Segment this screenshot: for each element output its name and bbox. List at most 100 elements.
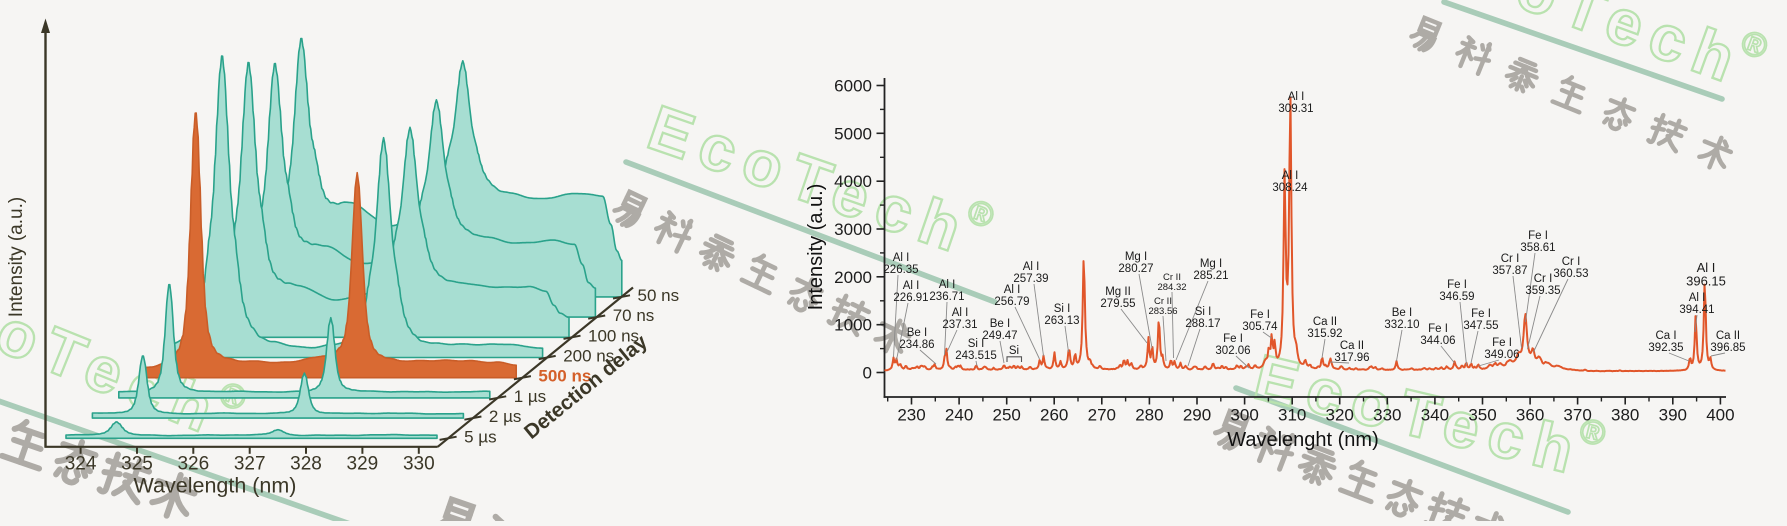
svg-text:344.06: 344.06 xyxy=(1420,335,1455,347)
svg-text:Fe I: Fe I xyxy=(1528,230,1548,242)
svg-text:360: 360 xyxy=(1516,406,1544,425)
svg-text:226.91: 226.91 xyxy=(893,292,928,304)
svg-text:Wavelength (nm): Wavelength (nm) xyxy=(134,474,297,498)
svg-text:340: 340 xyxy=(1421,406,1449,425)
svg-text:Mg II: Mg II xyxy=(1105,286,1131,298)
svg-text:396.85: 396.85 xyxy=(1710,342,1745,354)
svg-text:Fe I: Fe I xyxy=(1428,323,1448,335)
svg-text:250: 250 xyxy=(993,406,1021,425)
svg-text:Si: Si xyxy=(1009,345,1019,357)
svg-text:Cr I: Cr I xyxy=(1562,256,1581,268)
svg-text:309.31: 309.31 xyxy=(1278,103,1313,115)
svg-text:Ca II: Ca II xyxy=(1340,340,1364,352)
svg-text:Fe I: Fe I xyxy=(1492,337,1512,349)
svg-text:1000: 1000 xyxy=(834,316,872,335)
svg-text:328: 328 xyxy=(290,454,322,475)
svg-text:234.86: 234.86 xyxy=(899,339,934,351)
svg-text:392.35: 392.35 xyxy=(1648,342,1683,354)
svg-text:349.06: 349.06 xyxy=(1484,349,1519,361)
svg-text:357.87: 357.87 xyxy=(1492,265,1527,277)
svg-text:260: 260 xyxy=(1040,406,1068,425)
svg-text:Ca I: Ca I xyxy=(1655,330,1676,342)
svg-text:Fe I: Fe I xyxy=(1223,333,1243,345)
svg-text:5 µs: 5 µs xyxy=(464,427,496,446)
svg-text:380: 380 xyxy=(1611,406,1639,425)
svg-text:346.59: 346.59 xyxy=(1439,291,1474,303)
svg-text:300: 300 xyxy=(1230,406,1258,425)
svg-text:326: 326 xyxy=(177,454,209,475)
svg-text:330: 330 xyxy=(1373,406,1401,425)
svg-text:0: 0 xyxy=(863,364,872,383)
svg-text:230: 230 xyxy=(897,406,925,425)
svg-text:Al I: Al I xyxy=(1282,170,1299,182)
svg-text:3000: 3000 xyxy=(834,220,872,239)
svg-text:249.47: 249.47 xyxy=(982,330,1017,342)
svg-text:327: 327 xyxy=(234,454,266,475)
svg-text:285.21: 285.21 xyxy=(1193,270,1228,282)
svg-text:305.74: 305.74 xyxy=(1242,321,1278,333)
svg-text:358.61: 358.61 xyxy=(1520,242,1555,254)
svg-text:Al I: Al I xyxy=(1004,284,1021,296)
svg-text:280.27: 280.27 xyxy=(1118,263,1153,275)
svg-text:Ca II: Ca II xyxy=(1313,316,1337,328)
svg-text:Fe I: Fe I xyxy=(1447,279,1467,291)
svg-text:Si I: Si I xyxy=(1054,303,1071,315)
svg-text:Al I: Al I xyxy=(903,280,920,292)
svg-text:324: 324 xyxy=(65,454,97,475)
svg-text:257.39: 257.39 xyxy=(1013,273,1048,285)
svg-text:1 µs: 1 µs xyxy=(514,387,546,406)
svg-text:Mg I: Mg I xyxy=(1200,258,1222,270)
svg-text:370: 370 xyxy=(1563,406,1591,425)
svg-text:200 ns: 200 ns xyxy=(563,347,614,366)
svg-text:Intensity (a.u.): Intensity (a.u.) xyxy=(805,184,827,311)
svg-text:Si I: Si I xyxy=(968,338,985,350)
svg-text:Al I: Al I xyxy=(893,252,910,264)
svg-text:283.56: 283.56 xyxy=(1148,306,1177,317)
svg-text:284.32: 284.32 xyxy=(1157,282,1186,293)
svg-text:237.31: 237.31 xyxy=(942,319,977,331)
svg-text:Fe I: Fe I xyxy=(1471,308,1491,320)
svg-text:290: 290 xyxy=(1183,406,1211,425)
svg-text:Si I: Si I xyxy=(1195,306,1212,318)
svg-text:396.15: 396.15 xyxy=(1686,274,1726,289)
svg-text:6000: 6000 xyxy=(834,77,872,96)
svg-text:243.515: 243.515 xyxy=(955,350,997,362)
svg-text:100 ns: 100 ns xyxy=(588,326,639,345)
svg-text:Fe I: Fe I xyxy=(1250,309,1270,321)
svg-text:310: 310 xyxy=(1278,406,1306,425)
svg-text:Al I: Al I xyxy=(952,307,969,319)
svg-text:Cr II: Cr II xyxy=(1154,296,1172,307)
svg-text:Be I: Be I xyxy=(990,318,1010,330)
svg-text:360.53: 360.53 xyxy=(1553,268,1588,280)
svg-text:500 ns: 500 ns xyxy=(538,367,591,386)
svg-text:Al I: Al I xyxy=(1023,261,1040,273)
svg-text:Be I: Be I xyxy=(1392,307,1412,319)
svg-text:390: 390 xyxy=(1659,406,1687,425)
svg-text:302.06: 302.06 xyxy=(1215,345,1250,357)
svg-text:2 µs: 2 µs xyxy=(489,407,521,426)
svg-text:50 ns: 50 ns xyxy=(638,286,680,305)
svg-text:332.10: 332.10 xyxy=(1384,319,1419,331)
svg-text:256.79: 256.79 xyxy=(994,296,1029,308)
svg-text:Be I: Be I xyxy=(907,327,927,339)
svg-text:Cr I: Cr I xyxy=(1534,273,1553,285)
svg-text:350: 350 xyxy=(1468,406,1496,425)
svg-text:288.17: 288.17 xyxy=(1185,318,1220,330)
svg-text:279.55: 279.55 xyxy=(1100,298,1135,310)
svg-text:308.24: 308.24 xyxy=(1272,182,1308,194)
svg-text:359.35: 359.35 xyxy=(1525,285,1560,297)
svg-text:317.96: 317.96 xyxy=(1334,352,1369,364)
svg-text:280: 280 xyxy=(1135,406,1163,425)
svg-text:4000: 4000 xyxy=(834,172,872,191)
svg-text:Al I: Al I xyxy=(939,279,956,291)
svg-text:Ca II: Ca II xyxy=(1716,330,1740,342)
svg-text:2000: 2000 xyxy=(834,268,872,287)
svg-text:263.13: 263.13 xyxy=(1044,315,1079,327)
svg-text:325: 325 xyxy=(121,454,153,475)
svg-text:236.71: 236.71 xyxy=(929,291,964,303)
svg-text:Al I: Al I xyxy=(1697,260,1716,275)
svg-text:Al I: Al I xyxy=(1689,292,1706,304)
svg-text:400: 400 xyxy=(1706,406,1734,425)
svg-text:329: 329 xyxy=(347,454,379,475)
svg-text:70 ns: 70 ns xyxy=(613,306,655,325)
